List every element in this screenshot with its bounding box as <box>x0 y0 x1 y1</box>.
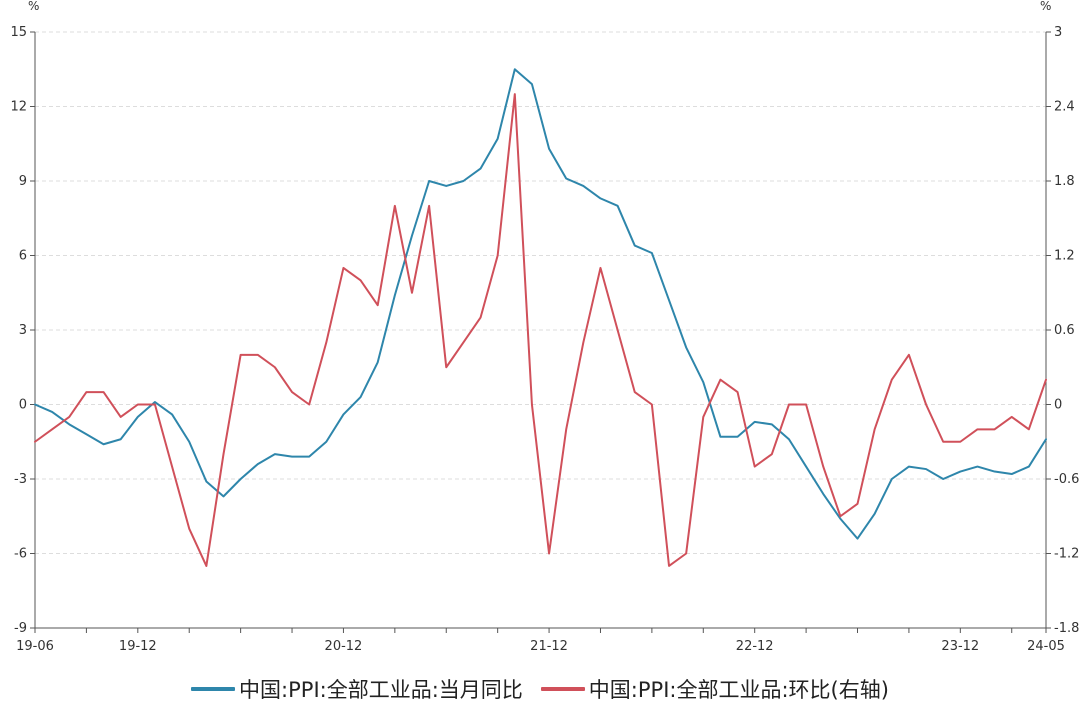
left-tick-label: 0 <box>19 398 27 413</box>
legend-swatch-mom <box>540 687 585 691</box>
legend: 中国:PPI:全部工业品:当月同比 中国:PPI:全部工业品:环比(右轴) <box>0 674 1080 704</box>
right-tick-label: 0 <box>1054 398 1062 413</box>
series-line-yoy <box>34 68 1047 540</box>
legend-item-mom: 中国:PPI:全部工业品:环比(右轴) <box>540 674 889 704</box>
x-tick-label: 19-06 <box>16 639 54 654</box>
right-tick-label: 1.8 <box>1054 174 1075 189</box>
left-tick-label: 9 <box>19 174 27 189</box>
right-tick-label: -0.6 <box>1054 472 1079 487</box>
left-tick-label: 6 <box>19 249 27 264</box>
series-line-mom <box>34 93 1047 567</box>
x-tick-label: 24-05 <box>1027 639 1065 654</box>
tick-labels: 15 3 12 2.4 9 1.8 6 1.2 3 0.6 0 0 -3 -0.6 -6 -1.2 -9 -1.8… <box>10 0 1079 654</box>
left-tick-label: 12 <box>10 100 27 115</box>
right-tick-label: 1.2 <box>1054 249 1075 264</box>
x-tick-label: 20-12 <box>325 639 363 654</box>
left-tick-label: -9 <box>14 621 27 636</box>
x-tick-label: 21-12 <box>530 639 568 654</box>
left-tick-label: 3 <box>19 323 27 338</box>
legend-item-yoy: 中国:PPI:全部工业品:当月同比 <box>191 674 523 704</box>
x-tick-label: 23-12 <box>941 639 979 654</box>
right-tick-label: 3 <box>1054 25 1062 40</box>
right-tick-label: 0.6 <box>1054 323 1075 338</box>
axes <box>30 31 1051 633</box>
right-tick-label: -1.8 <box>1054 621 1079 636</box>
right-tick-label: 2.4 <box>1054 100 1075 115</box>
legend-label-mom: 中国:PPI:全部工业品:环比(右轴) <box>588 678 889 702</box>
x-tick-label: 22-12 <box>736 639 774 654</box>
series-lines <box>34 68 1047 567</box>
left-tick-label: 15 <box>10 25 27 40</box>
grid <box>35 31 1046 554</box>
left-tick-label: -3 <box>14 472 27 487</box>
legend-label-yoy: 中国:PPI:全部工业品:当月同比 <box>239 678 523 702</box>
left-unit-label: % <box>28 0 39 13</box>
right-unit-label: % <box>1040 0 1051 13</box>
left-tick-label: -6 <box>14 547 27 562</box>
right-tick-label: -1.2 <box>1054 547 1079 562</box>
legend-swatch-yoy <box>191 687 236 691</box>
x-tick-label: 19-12 <box>119 639 157 654</box>
